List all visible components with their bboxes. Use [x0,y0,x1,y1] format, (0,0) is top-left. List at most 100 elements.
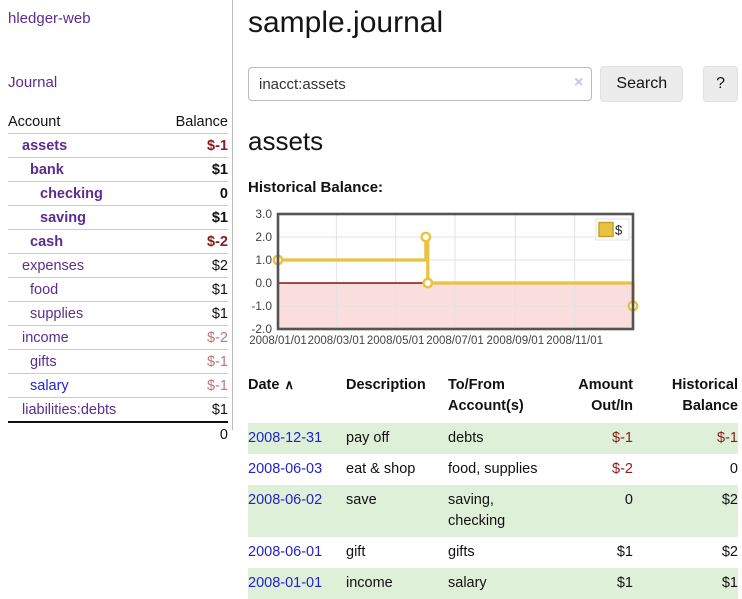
register-row: 2008-12-31 pay off debts $-1 $-1 [248,423,738,455]
register-row: 2008-01-01 income salary $1 $1 [248,568,738,599]
account-row: checking 0 [8,182,228,206]
account-link-assets[interactable]: assets [22,138,68,154]
svg-text:2.0: 2.0 [255,230,272,244]
sort-ascending-icon: ∧ [284,377,294,392]
svg-text:2008/01/01: 2008/01/01 [249,335,307,347]
svg-text:2008/09/01: 2008/09/01 [487,335,545,347]
account-balance: $1 [211,306,228,322]
svg-text:1.0: 1.0 [255,253,272,267]
transaction-description: income [346,575,393,592]
transaction-accounts: saving, checking [448,492,506,530]
account-link-cash[interactable]: cash [30,234,64,250]
transaction-date-link[interactable]: 2008-06-01 [248,544,323,561]
register-row: 2008-06-02 save saving, checking 0 $2 [248,485,738,538]
account-row: assets $-1 [8,134,228,158]
main-content: sample.journal × Search ? assets Histori… [248,0,738,599]
account-row: supplies $1 [8,302,228,326]
register-header-row: Date ∧ Description To/From Account(s) Amo… [248,375,738,423]
account-row: liabilities:debts $1 [8,398,228,422]
account-link-liabilities-debts[interactable]: liabilities:debts [22,402,117,418]
account-balance: $1 [211,282,228,298]
accounts-header-account: Account [8,110,157,134]
transaction-amount: $1 [616,544,633,561]
app-title-link[interactable]: hledger-web [8,10,91,27]
page-title: sample.journal [248,6,444,39]
svg-text:2008/07/01: 2008/07/01 [426,335,484,347]
account-balance: $-2 [207,234,228,250]
register-header-account: To/From Account(s) [448,377,524,415]
account-link-supplies[interactable]: supplies [30,306,84,322]
transaction-amount: 0 [624,492,633,509]
account-row: expenses $2 [8,254,228,278]
search-button[interactable]: Search [600,66,684,102]
account-balance: $-2 [207,330,228,346]
account-link-income[interactable]: income [22,330,69,346]
transaction-description: pay off [346,430,390,447]
account-balance: $1 [211,210,228,226]
transaction-balance: $1 [721,575,738,592]
account-heading: assets [248,126,324,156]
account-link-saving[interactable]: saving [40,210,86,226]
search-bar: × Search ? [248,66,738,102]
search-input[interactable] [248,67,593,101]
help-button[interactable]: ? [703,66,738,102]
account-balance: $1 [211,402,228,418]
account-balance: $1 [211,162,228,178]
transaction-description: gift [346,544,366,561]
accounts-table: Account Balance assets $-1 bank $1 check… [8,110,228,446]
transaction-accounts: food, supplies [448,461,538,478]
account-balance: $-1 [207,138,228,154]
account-link-expenses[interactable]: expenses [22,258,85,274]
svg-text:3.0: 3.0 [255,209,272,221]
account-link-food[interactable]: food [30,282,59,298]
register-table: Date ∧ Description To/From Account(s) Amo… [248,375,738,599]
sidebar: hledger-web Journal Account Balance asse… [0,0,233,443]
transaction-balance: $2 [721,492,738,509]
account-row: bank $1 [8,158,228,182]
account-row: saving $1 [8,206,228,230]
svg-text:2008/11/01: 2008/11/01 [546,335,603,347]
account-link-checking[interactable]: checking [40,186,103,202]
account-link-salary[interactable]: salary [30,378,69,394]
account-row: cash $-2 [8,230,228,254]
svg-text:2008/03/01: 2008/03/01 [308,335,366,347]
register-header-amount: Amount Out/In [578,377,633,415]
transaction-accounts: gifts [448,544,475,561]
historical-balance-chart: 3.0 2.0 1.0 0.0 -1.0 -2.0 2008/01/01 2008/03/01… [242,207,738,359]
sidebar-item-journal[interactable]: Journal [8,74,58,91]
register-header-date[interactable]: Date ∧ [248,375,346,423]
transaction-balance: $2 [721,544,738,561]
register-header-balance: Historical Balance [671,377,738,415]
register-header-description: Description [346,377,426,393]
transaction-date-link[interactable]: 2008-06-02 [248,492,323,509]
account-link-bank[interactable]: bank [30,162,64,178]
svg-text:0.0: 0.0 [255,276,272,290]
transaction-amount: $1 [616,575,633,592]
transaction-balance: 0 [729,461,738,478]
account-balance: $-1 [207,354,228,370]
transaction-description: eat & shop [346,461,416,478]
register-row: 2008-06-01 gift gifts $1 $2 [248,537,738,568]
transaction-amount: $-2 [612,461,633,478]
register-row: 2008-06-03 eat & shop food, supplies $-2… [248,454,738,485]
accounts-header-balance: Balance [156,110,228,134]
account-balance: 0 [219,186,228,202]
transaction-date-link[interactable]: 2008-06-03 [248,461,323,478]
transaction-date-link[interactable]: 2008-01-01 [248,575,323,592]
account-row: gifts $-1 [8,350,228,374]
account-row: income $-2 [8,326,228,350]
transaction-amount: $-1 [612,430,633,447]
transaction-accounts: salary [448,575,487,592]
transaction-balance: $-1 [717,430,738,447]
svg-text:2008/05/01: 2008/05/01 [367,335,425,347]
account-balance: $2 [211,258,228,274]
chart-title: Historical Balance: [248,179,384,196]
transaction-date-link[interactable]: 2008-12-31 [248,430,323,447]
clear-search-icon[interactable]: × [574,74,584,91]
account-link-gifts[interactable]: gifts [30,354,57,370]
svg-text:$: $ [615,223,623,238]
account-row: food $1 [8,278,228,302]
accounts-total-row: 0 [8,422,228,446]
svg-text:-2.0: -2.0 [251,322,272,336]
